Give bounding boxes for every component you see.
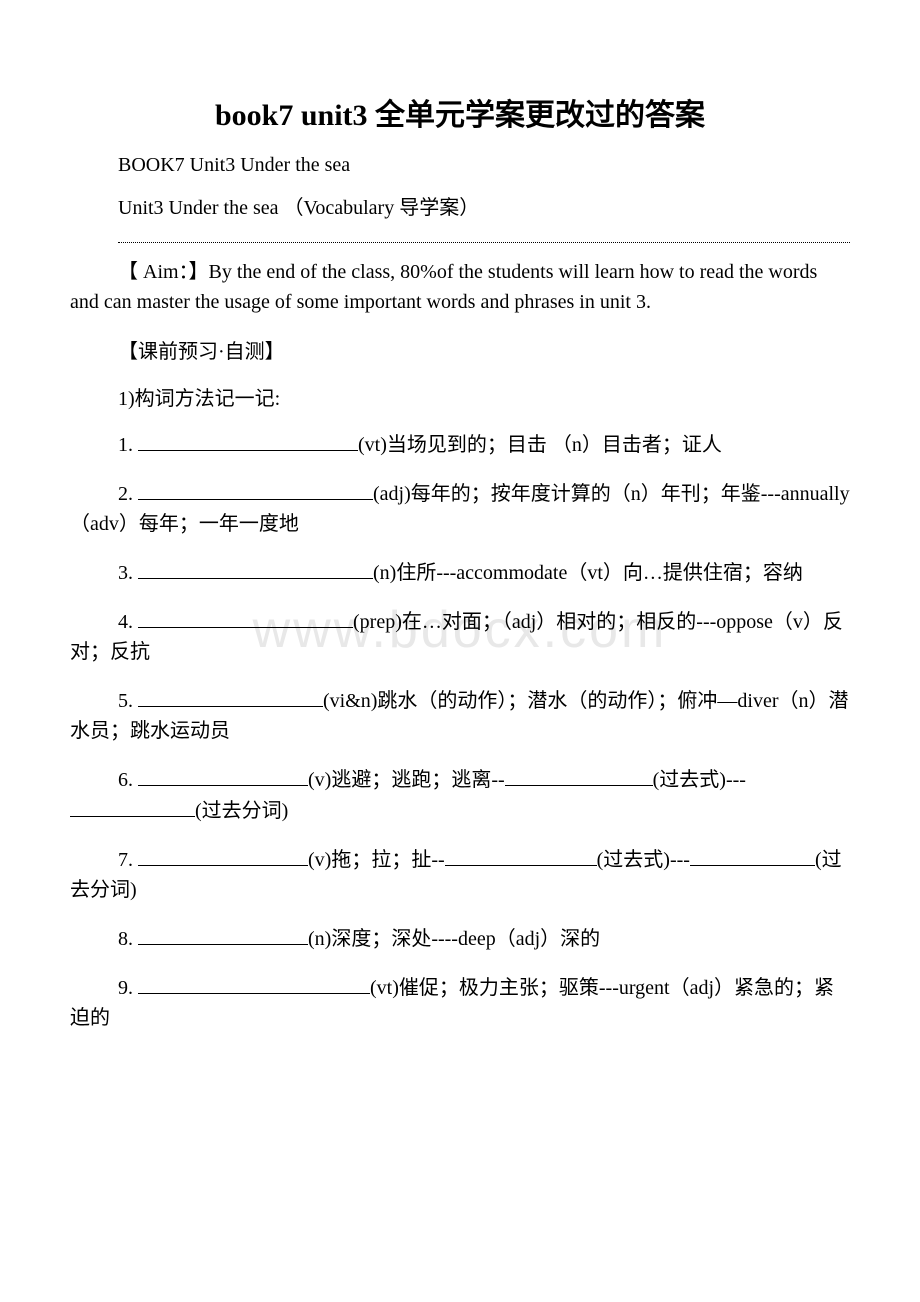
- vocab-item-8: 8. (n)深度；深处----deep（adj）深的: [70, 923, 850, 954]
- fill-blank[interactable]: [138, 606, 353, 628]
- vocab-item-1: 1. (vt)当场见到的；目击 （n）目击者；证人: [70, 429, 850, 460]
- fill-blank[interactable]: [445, 844, 597, 866]
- item-desc: (n)深度；深处----deep（adj）深的: [308, 928, 600, 950]
- fill-blank[interactable]: [138, 972, 370, 994]
- fill-blank[interactable]: [138, 844, 308, 866]
- item-part: (v)拖；拉；扯--: [308, 849, 445, 871]
- aim-paragraph: 【 Aim：】By the end of the class, 80%of th…: [70, 257, 850, 317]
- aim-text: 【 Aim：】By the end of the class, 80%of th…: [70, 261, 817, 313]
- item-part: (v)逃避；逃跑；逃离--: [308, 769, 505, 791]
- fill-blank[interactable]: [505, 764, 653, 786]
- fill-blank[interactable]: [138, 923, 308, 945]
- fill-blank[interactable]: [138, 478, 373, 500]
- item-part: (过去分词): [195, 800, 288, 822]
- item-part: (过去式)---: [653, 769, 746, 791]
- fill-blank[interactable]: [138, 685, 323, 707]
- item-number: 2.: [118, 483, 133, 505]
- fill-blank[interactable]: [138, 764, 308, 786]
- document-title: book7 unit3 全单元学案更改过的答案: [70, 90, 850, 134]
- sub-header: 1)构词方法记一记:: [70, 382, 850, 411]
- item-number: 7.: [118, 849, 133, 871]
- vocab-item-2: 2. (adj)每年的；按年度计算的（n）年刊；年鉴---annually（ad…: [70, 478, 850, 539]
- subtitle-unit: Unit3 Under the sea （Vocabulary 导学案）: [70, 191, 850, 220]
- item-number: 8.: [118, 928, 133, 950]
- item-number: 5.: [118, 690, 133, 712]
- fill-blank[interactable]: [138, 429, 358, 451]
- divider-dotted: [118, 242, 850, 243]
- item-desc: (n)住所---accommodate（vt）向…提供住宿；容纳: [373, 562, 803, 584]
- vocab-item-7: 7. (v)拖；拉；扯--(过去式)---(过去分词): [70, 844, 850, 905]
- item-desc: (vt)当场见到的；目击 （n）目击者；证人: [358, 434, 722, 456]
- subtitle-book: BOOK7 Unit3 Under the sea: [70, 154, 850, 177]
- section-header: 【课前预习·自测】: [70, 335, 850, 364]
- item-number: 3.: [118, 562, 133, 584]
- vocab-item-5: 5. (vi&n)跳水（的动作）；潜水（的动作）；俯冲—diver（n）潜水员；…: [70, 685, 850, 746]
- fill-blank[interactable]: [70, 795, 195, 817]
- item-number: 1.: [118, 434, 133, 456]
- fill-blank[interactable]: [690, 844, 815, 866]
- vocab-item-4: 4. (prep)在…对面；（adj）相对的；相反的---oppose（v）反对…: [70, 606, 850, 667]
- item-number: 9.: [118, 977, 133, 999]
- vocab-item-9: 9. (vt)催促；极力主张；驱策---urgent（adj）紧急的；紧迫的: [70, 972, 850, 1033]
- item-number: 6.: [118, 769, 133, 791]
- item-number: 4.: [118, 611, 133, 633]
- fill-blank[interactable]: [138, 557, 373, 579]
- vocab-item-6: 6. (v)逃避；逃跑；逃离-- (过去式)--- (过去分词): [70, 764, 850, 826]
- vocab-item-3: 3. (n)住所---accommodate（vt）向…提供住宿；容纳: [70, 557, 850, 588]
- item-part: (过去式)---: [597, 849, 690, 871]
